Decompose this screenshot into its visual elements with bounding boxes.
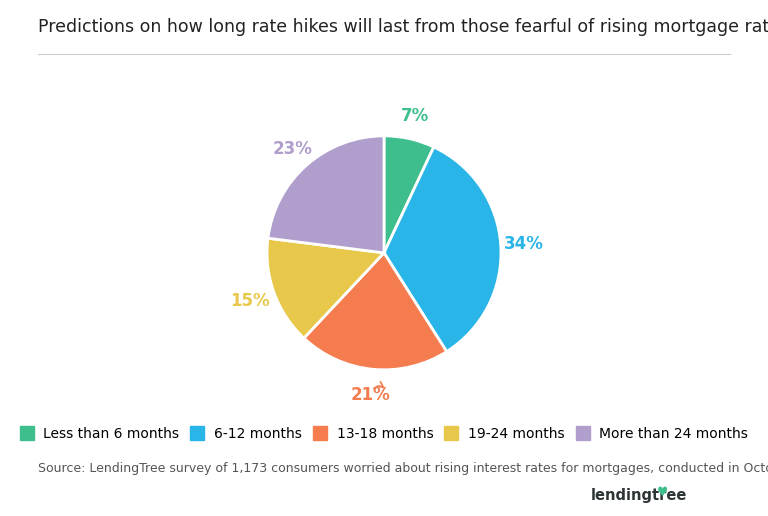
Wedge shape <box>304 253 447 370</box>
Text: 23%: 23% <box>273 140 313 158</box>
Text: 7%: 7% <box>400 107 429 125</box>
Text: ♥: ♥ <box>657 487 667 499</box>
Wedge shape <box>268 136 384 253</box>
Text: 15%: 15% <box>230 292 270 310</box>
Wedge shape <box>384 136 434 253</box>
Text: 34%: 34% <box>504 235 544 253</box>
Wedge shape <box>384 147 501 351</box>
Text: 21%: 21% <box>351 386 390 404</box>
Text: Predictions on how long rate hikes will last from those fearful of rising mortga: Predictions on how long rate hikes will … <box>38 18 768 36</box>
Wedge shape <box>267 238 384 338</box>
Text: Source: LendingTree survey of 1,173 consumers worried about rising interest rate: Source: LendingTree survey of 1,173 cons… <box>38 462 768 475</box>
Text: lendingtree: lendingtree <box>591 488 687 503</box>
Legend: Less than 6 months, 6-12 months, 13-18 months, 19-24 months, More than 24 months: Less than 6 months, 6-12 months, 13-18 m… <box>20 426 748 441</box>
